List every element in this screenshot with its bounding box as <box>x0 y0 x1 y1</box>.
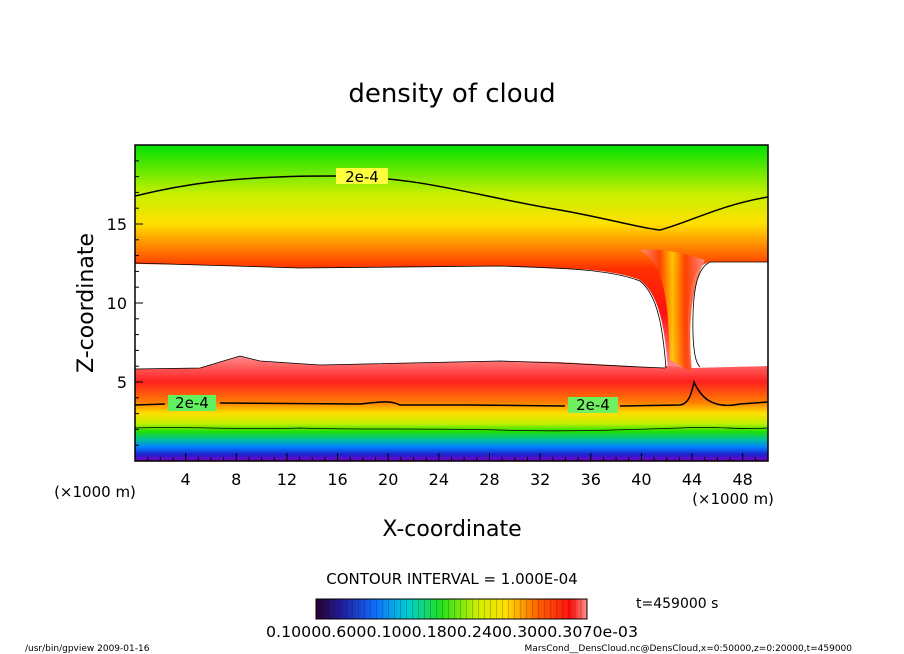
contour-interval-text: CONTOUR INTERVAL = 1.000E-04 <box>326 570 577 588</box>
x-tick-label: 24 <box>429 470 449 489</box>
footer-left: /usr/bin/gpview 2009-01-16 <box>25 644 150 654</box>
y-tick-label: 5 <box>117 373 127 392</box>
x-tick-label: 8 <box>231 470 241 489</box>
x-unit-label-left: (×1000 m) <box>54 483 136 501</box>
x-tick-label: 44 <box>682 470 702 489</box>
x-axis-ticks: 4 8 12 16 20 24 28 32 36 40 44 48 <box>147 453 756 489</box>
lower-cloud-band <box>135 355 768 461</box>
x-tick-label: 20 <box>378 470 398 489</box>
colorbar <box>315 598 588 620</box>
contour-line-edge-upper <box>135 262 667 369</box>
x-tick-label: 4 <box>181 470 191 489</box>
x-unit-label-right: (×1000 m) <box>692 490 774 508</box>
y-axis-label: Z-coordinate <box>74 233 99 373</box>
upper-cloud-band <box>135 145 768 370</box>
x-tick-label: 12 <box>277 470 297 489</box>
x-tick-label: 32 <box>530 470 550 489</box>
x-tick-label: 28 <box>479 470 499 489</box>
x-tick-label: 36 <box>581 470 601 489</box>
cloud-plume <box>640 249 705 372</box>
clear-region-right <box>692 262 768 367</box>
footer-right: MarsCond__DensCloud.nc@DensCloud,x=0:500… <box>525 644 853 654</box>
contour-line-near-ground <box>135 427 768 432</box>
x-tick-label: 16 <box>327 470 347 489</box>
x-tick-label: 40 <box>631 470 651 489</box>
colorbar-labels: 0.10000.6000.1000.1800.2400.3000.3070e-0… <box>266 623 638 641</box>
chart-title: density of cloud <box>348 79 555 109</box>
x-tick-label: 48 <box>733 470 753 489</box>
clear-region <box>135 264 665 369</box>
y-tick-label: 15 <box>107 215 127 234</box>
time-label: t=459000 s <box>636 596 718 612</box>
y-tick-label: 10 <box>107 294 127 313</box>
x-axis-label: X-coordinate <box>382 517 521 542</box>
colorbar-ticks <box>321 599 582 619</box>
contour-label-upper: 2e-4 <box>345 168 379 186</box>
contour-label-lower-right: 2e-4 <box>576 396 610 414</box>
y-axis-ticks: 5 10 15 <box>107 160 143 446</box>
contour-line-edge-right <box>692 261 768 368</box>
contour-line-edge-lower <box>135 355 666 370</box>
contour-line-upper <box>135 175 768 231</box>
contour-label-lower-left: 2e-4 <box>175 394 209 412</box>
plot-field: 2e-4 2e-4 2e-4 <box>135 145 768 461</box>
contour-line-lower <box>135 379 768 407</box>
